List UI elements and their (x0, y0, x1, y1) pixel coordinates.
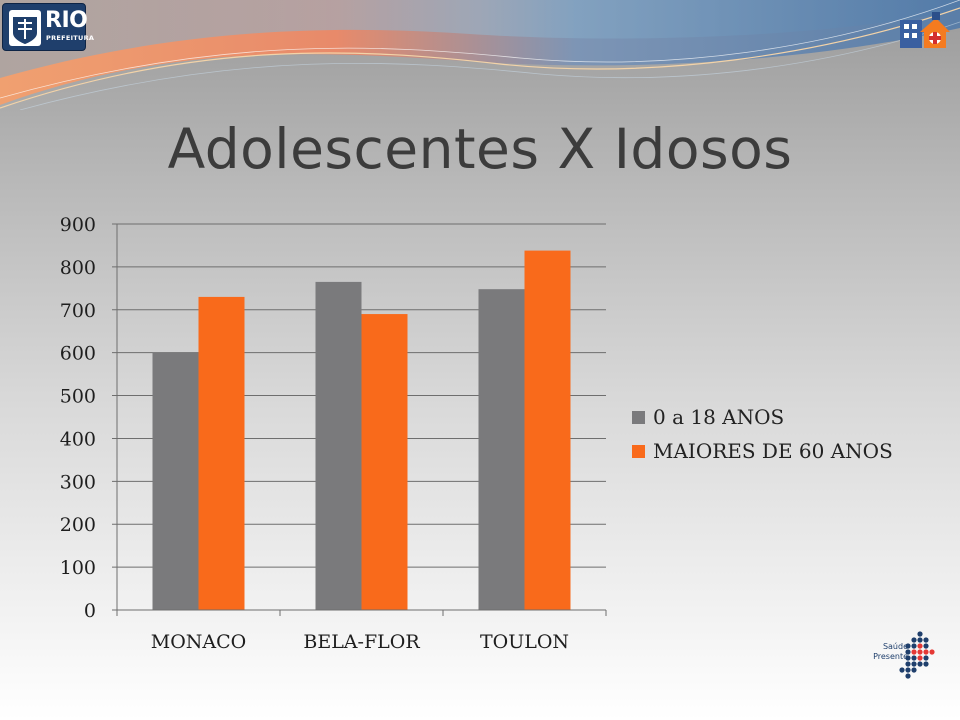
y-tick-label: 100 (60, 557, 96, 579)
logo-dot (899, 667, 905, 673)
legend-swatch-gray (632, 410, 645, 424)
logo-dot (929, 649, 935, 655)
chart-legend: 0 a 18 ANOS MAIORES DE 60 ANOS (632, 400, 893, 468)
bars (152, 250, 571, 610)
legend-label: 0 a 18 ANOS (653, 405, 785, 429)
logo-dot (905, 673, 911, 679)
logo-dot (911, 637, 917, 643)
bar-toulon-series-0 (478, 289, 525, 610)
y-tick-label: 300 (60, 471, 96, 493)
logo-dot (917, 637, 923, 643)
logo-dot (911, 655, 917, 661)
logo-dot (905, 667, 911, 673)
y-tick-label: 800 (60, 257, 96, 279)
logo-dot (923, 661, 929, 667)
axes: 0 100 200 300 400 500 600 700 800 900 MONACO BELA-F… (60, 214, 607, 653)
logo-dot (905, 649, 911, 655)
x-tick-label: BELA-FLOR (303, 631, 420, 653)
bar-monaco-series-0 (152, 352, 199, 610)
y-tick-label: 600 (60, 343, 96, 365)
bar-toulon-series-1 (524, 250, 571, 610)
logo-dot (905, 655, 911, 661)
rio-prefeitura-logo: RIO PREFEITURA (2, 3, 94, 51)
y-tick-label: 900 (60, 214, 96, 236)
logo-subtitle: PREFEITURA (46, 34, 95, 42)
health-house-icon (900, 12, 950, 48)
header-wave-decoration (0, 0, 960, 110)
logo-dot (911, 649, 917, 655)
logo-dot (923, 643, 929, 649)
logo-dot (911, 643, 917, 649)
logo-dot (923, 649, 929, 655)
y-tick-label: 0 (84, 600, 96, 622)
slide-title: Adolescentes X Idosos (167, 117, 793, 181)
y-tick-label: 700 (60, 300, 96, 322)
logo-dot (917, 655, 923, 661)
bar-bela-flor-series-1 (361, 314, 408, 610)
logo-dot (905, 643, 911, 649)
saude-presente-logo (899, 631, 935, 679)
logo-dot (911, 667, 917, 673)
legend-swatch-orange (632, 444, 645, 458)
x-tick-label: TOULON (480, 631, 569, 653)
bar-bela-flor-series-0 (315, 281, 362, 610)
logo-dot (917, 643, 923, 649)
legend-item-0-18: 0 a 18 ANOS (632, 400, 893, 434)
logo-dot (917, 631, 923, 637)
saude-presente-text: Saúde Presente (873, 642, 908, 661)
logo-dot (923, 637, 929, 643)
y-tick-label: 400 (60, 428, 96, 450)
logo-dot (923, 655, 929, 661)
logo-dot (911, 661, 917, 667)
y-tick-label: 200 (60, 514, 96, 536)
bar-monaco-series-1 (198, 296, 245, 610)
logo-dot (917, 649, 923, 655)
city-seal-icon (9, 10, 41, 46)
logo-dot (917, 661, 923, 667)
logo-dot (905, 661, 911, 667)
legend-item-60-plus: MAIORES DE 60 ANOS (632, 434, 893, 468)
logo-title: RIO (45, 8, 88, 33)
y-tick-label: 500 (60, 386, 96, 408)
legend-label: MAIORES DE 60 ANOS (653, 439, 893, 463)
x-tick-label: MONACO (151, 631, 247, 653)
